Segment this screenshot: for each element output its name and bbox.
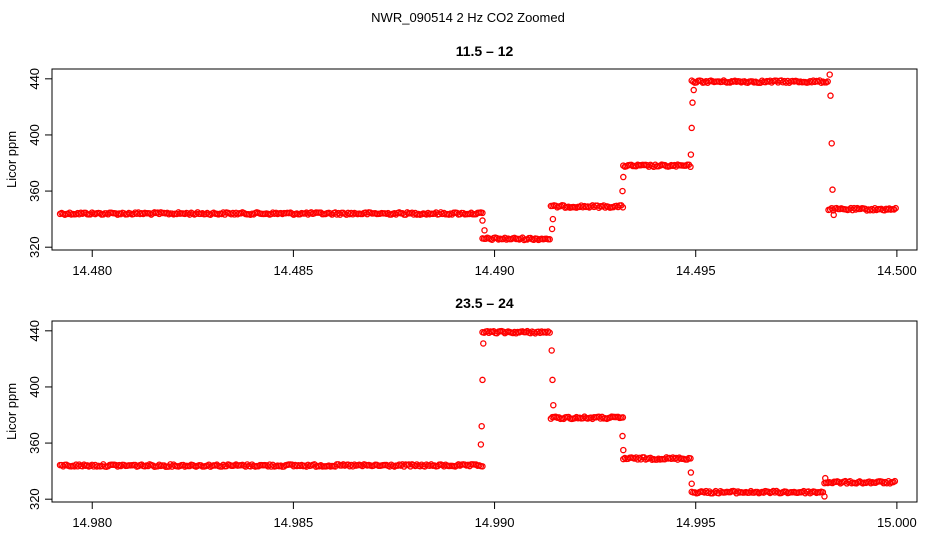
- y-tick-label: 400: [27, 376, 42, 398]
- panel-1: 11.5 – 12 Licor ppm 14.480 14.485 14.490 14…: [4, 43, 918, 278]
- transition-point: [688, 480, 695, 488]
- panel-1-x-axis: 14.480 14.485 14.490 14.495 14.500: [72, 250, 917, 278]
- y-tick-label: 360: [27, 432, 42, 454]
- y-tick-label: 320: [27, 236, 42, 258]
- transition-point: [619, 187, 626, 195]
- x-tick-label: 15.000: [877, 515, 917, 530]
- data-point: [892, 204, 899, 212]
- transition-point: [826, 71, 833, 78]
- data-point: [824, 78, 831, 85]
- transition-point: [481, 227, 488, 234]
- x-tick-label: 14.995: [676, 515, 716, 530]
- figure-title: NWR_090514 2 Hz CO2 Zoomed: [371, 10, 565, 25]
- y-tick-label: 360: [27, 180, 42, 202]
- data-point: [479, 463, 486, 470]
- transition-point: [548, 347, 555, 354]
- x-tick-label: 14.490: [475, 263, 515, 278]
- x-tick-label: 14.495: [676, 263, 716, 278]
- panel-2-y-axis: 320 360 400 440: [27, 320, 52, 510]
- transition-point: [822, 474, 829, 482]
- transition-point: [827, 92, 834, 99]
- data-point: [546, 236, 553, 243]
- data-point: [619, 414, 627, 421]
- transition-point: [688, 124, 695, 132]
- transition-point: [690, 86, 697, 94]
- panel-1-ylabel: Licor ppm: [4, 131, 19, 188]
- transition-point: [828, 140, 835, 147]
- panel-1-points: [56, 71, 899, 244]
- transition-point: [620, 446, 627, 454]
- transition-point: [479, 217, 486, 224]
- data-point: [687, 163, 694, 171]
- data-point: [891, 477, 899, 485]
- data-point: [684, 456, 691, 463]
- transition-point: [477, 441, 485, 448]
- x-tick-label: 14.480: [72, 263, 112, 278]
- data-point: [687, 455, 694, 462]
- transition-point: [549, 215, 557, 223]
- transition-point: [687, 151, 695, 158]
- panel-2: 23.5 – 24 Licor ppm 14.980 14.985 14.990 14…: [4, 295, 918, 530]
- x-tick-label: 14.485: [274, 263, 314, 278]
- panel-1-title: 11.5 – 12: [456, 43, 514, 59]
- y-tick-label: 440: [27, 68, 42, 90]
- transition-point: [687, 469, 695, 476]
- panel-1-plot-box: [51, 68, 918, 251]
- transition-point: [479, 376, 486, 384]
- data-point: [479, 209, 486, 217]
- data-point: [619, 204, 627, 211]
- x-tick-label: 14.500: [877, 263, 917, 278]
- transition-point: [689, 99, 696, 106]
- x-tick-label: 14.990: [475, 515, 515, 530]
- transition-point: [829, 186, 836, 193]
- x-tick-label: 14.980: [72, 515, 112, 530]
- panel-2-ylabel: Licor ppm: [4, 383, 19, 440]
- transition-point: [549, 376, 556, 384]
- panel-2-x-axis: 14.980 14.985 14.990 14.995 15.000: [72, 502, 917, 530]
- transition-point: [478, 422, 485, 430]
- transition-point: [821, 493, 828, 500]
- y-tick-label: 320: [27, 488, 42, 510]
- panel-1-y-axis: 320 360 400 440: [27, 68, 52, 258]
- x-tick-label: 14.985: [274, 515, 314, 530]
- panel-2-points: [56, 327, 899, 500]
- data-point: [546, 329, 553, 336]
- panel-2-title: 23.5 – 24: [455, 295, 514, 311]
- transition-point: [620, 173, 627, 181]
- transition-point: [548, 225, 556, 233]
- transition-point: [830, 211, 837, 219]
- transition-point: [619, 432, 626, 440]
- panel-2-plot-box: [51, 320, 918, 503]
- transition-point: [550, 401, 557, 409]
- transition-point: [480, 340, 487, 347]
- y-tick-label: 440: [27, 320, 42, 342]
- y-tick-label: 400: [27, 124, 42, 146]
